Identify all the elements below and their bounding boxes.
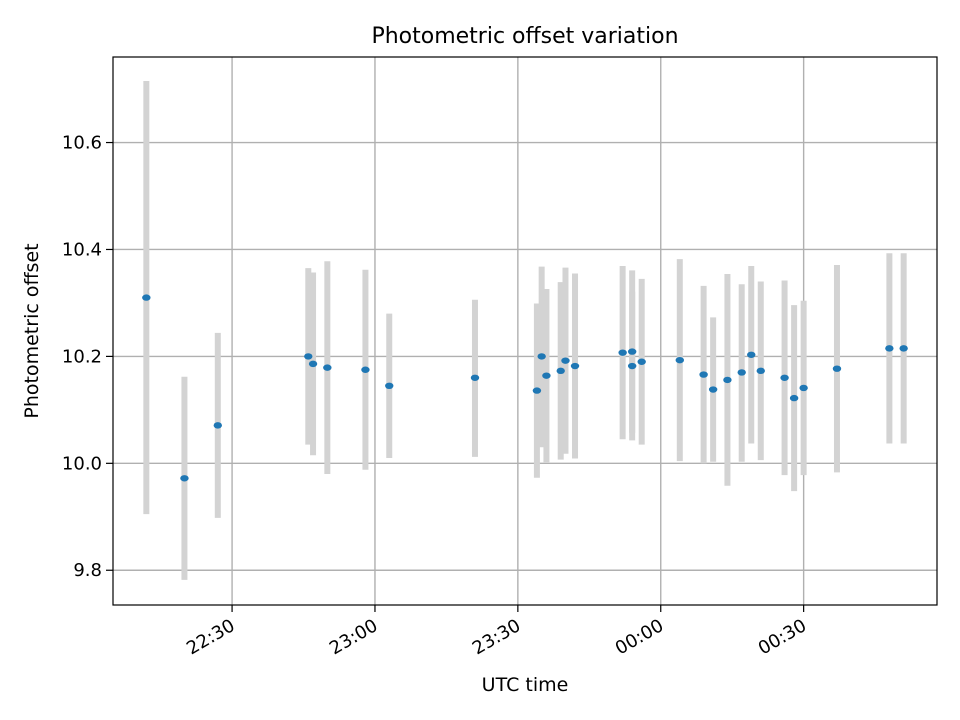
data-point [799,384,808,392]
data-point [618,349,627,356]
data-point [699,371,708,378]
data-point [304,353,313,360]
plot-frame [112,56,938,606]
data-point [142,294,151,301]
data-point [542,372,551,379]
data-point [470,374,480,381]
x-axis-label: UTC time [482,674,569,696]
y-tick-label: 10.6 [62,133,102,154]
data-point [899,345,908,352]
data-point [180,475,189,482]
data-point [756,367,765,375]
data-point [723,376,732,384]
y-tick-label: 9.8 [73,560,102,581]
data-point [789,394,799,402]
data-point [570,362,580,370]
y-tick-label: 10.2 [62,346,102,367]
data-points [142,294,908,482]
data-point [385,382,394,389]
data-point [885,345,894,352]
data-point [556,367,565,375]
data-point [675,356,684,364]
data-point [737,369,746,376]
data-point [323,364,332,371]
grid [113,57,937,605]
data-point [780,374,789,381]
data-point [308,360,318,368]
data-point [532,387,542,394]
y-axis-label: Photometric offset [21,243,43,418]
data-point [361,366,370,373]
data-point [627,362,637,370]
data-point [213,422,222,429]
data-point [708,386,718,393]
y-tick-label: 10.4 [62,239,102,260]
data-point [627,348,637,355]
data-point [747,351,756,358]
data-point [561,357,570,364]
chart-title: Photometric offset variation [371,24,678,49]
data-point [637,358,646,365]
y-axis-ticks: 9.8 10.0 10.2 10.4 10.6 [62,133,113,581]
data-point [832,365,842,372]
y-tick-label: 10.0 [62,453,102,474]
data-point [537,353,546,360]
